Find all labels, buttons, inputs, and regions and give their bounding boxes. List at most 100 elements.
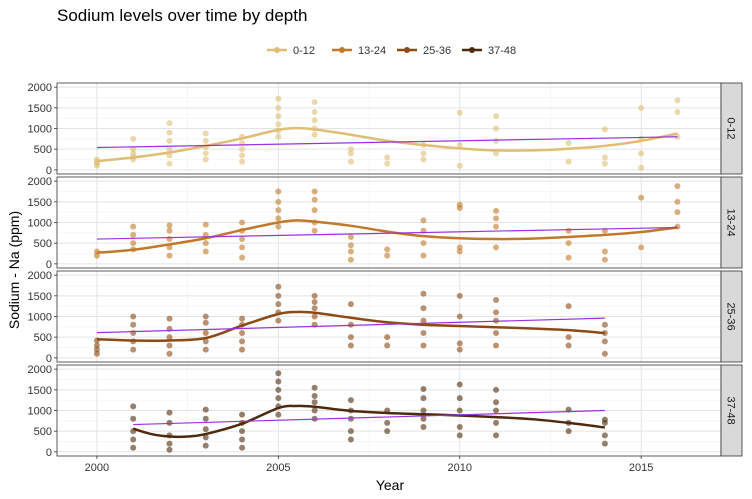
y-tick-label: 2000 (28, 176, 52, 188)
data-point (239, 346, 246, 353)
data-point (275, 113, 282, 120)
data-point (130, 240, 137, 247)
y-tick-label: 1500 (28, 103, 52, 115)
legend-item-37-48: 37-48 (462, 45, 516, 57)
data-point (275, 317, 282, 324)
data-point (275, 395, 282, 402)
data-point (202, 150, 209, 157)
data-point (384, 160, 391, 167)
data-point (456, 407, 463, 414)
data-point (202, 338, 209, 345)
data-point (130, 231, 137, 238)
y-tick-label: 0 (46, 165, 52, 177)
data-point (638, 194, 645, 201)
smooth-line (132, 404, 606, 439)
data-point (420, 330, 427, 337)
data-point (420, 150, 427, 157)
data-point (456, 424, 463, 431)
y-tick-label: 1500 (28, 291, 52, 303)
x-tick-label: 2005 (266, 462, 290, 474)
y-tick-label: 500 (34, 144, 52, 156)
data-point (202, 240, 209, 247)
data-point (202, 313, 209, 320)
data-point (239, 411, 246, 418)
data-point (311, 108, 318, 115)
data-point (347, 248, 354, 255)
data-point (493, 309, 500, 316)
data-point (347, 321, 354, 328)
data-point (275, 301, 282, 308)
data-point (674, 209, 681, 216)
data-point (493, 317, 500, 324)
data-point (456, 244, 463, 251)
facet-panels: 0 500 1000 1500 2000 0-12 0 500 1000 1500 2000 13-2… (28, 82, 743, 459)
data-point (275, 223, 282, 230)
data-point (493, 399, 500, 406)
data-point (493, 296, 500, 303)
y-tick-label: 500 (34, 238, 52, 250)
data-point (239, 254, 246, 261)
data-point (347, 301, 354, 308)
data-point (456, 142, 463, 149)
data-point (420, 407, 427, 414)
data-point (456, 201, 463, 208)
data-point (311, 99, 318, 106)
data-point (275, 188, 282, 195)
data-point (275, 378, 282, 385)
data-point (239, 146, 246, 153)
data-point (202, 346, 209, 353)
data-point (166, 334, 173, 341)
data-point (311, 227, 318, 234)
data-point (493, 244, 500, 251)
y-tick-label: 0 (46, 353, 52, 365)
data-point (239, 158, 246, 165)
facet-strip (720, 176, 743, 269)
data-point (130, 415, 137, 422)
data-point (674, 108, 681, 115)
data-point (601, 440, 608, 447)
data-point (565, 158, 572, 165)
trend-line (96, 226, 678, 240)
data-point (93, 350, 100, 357)
data-point (493, 215, 500, 222)
data-point (202, 434, 209, 441)
data-point (638, 104, 645, 111)
data-point (456, 109, 463, 116)
data-point (239, 444, 246, 451)
data-point (130, 403, 137, 410)
trend-line (96, 317, 605, 334)
data-point (420, 156, 427, 163)
data-point (239, 152, 246, 159)
data-point (130, 313, 137, 320)
facet-strip-label: 13-24 (725, 208, 737, 236)
data-point (311, 292, 318, 299)
legend-label: 25-36 (423, 45, 451, 57)
data-point (202, 319, 209, 326)
data-point (384, 342, 391, 349)
data-point (311, 305, 318, 312)
data-point (93, 252, 100, 259)
y-tick-label: 1500 (28, 385, 52, 397)
data-point (456, 432, 463, 439)
data-point (674, 183, 681, 190)
data-point (239, 219, 246, 226)
data-point (166, 315, 173, 322)
facet-strip (720, 270, 743, 363)
data-point (456, 162, 463, 169)
data-point (601, 256, 608, 263)
data-point (493, 125, 500, 132)
facet-panel-37-48: 0 500 1000 1500 2000 37-48 (28, 364, 743, 459)
data-point (239, 236, 246, 243)
data-point (130, 223, 137, 230)
data-point (311, 131, 318, 138)
data-point (347, 415, 354, 422)
data-point (166, 440, 173, 447)
data-point (601, 248, 608, 255)
data-point (565, 254, 572, 261)
facet-strip-label: 37-48 (725, 396, 737, 424)
data-point (275, 121, 282, 128)
data-point (565, 240, 572, 247)
legend-key-dot (404, 47, 410, 53)
y-tick-label: 2000 (28, 364, 52, 376)
data-point (166, 409, 173, 416)
